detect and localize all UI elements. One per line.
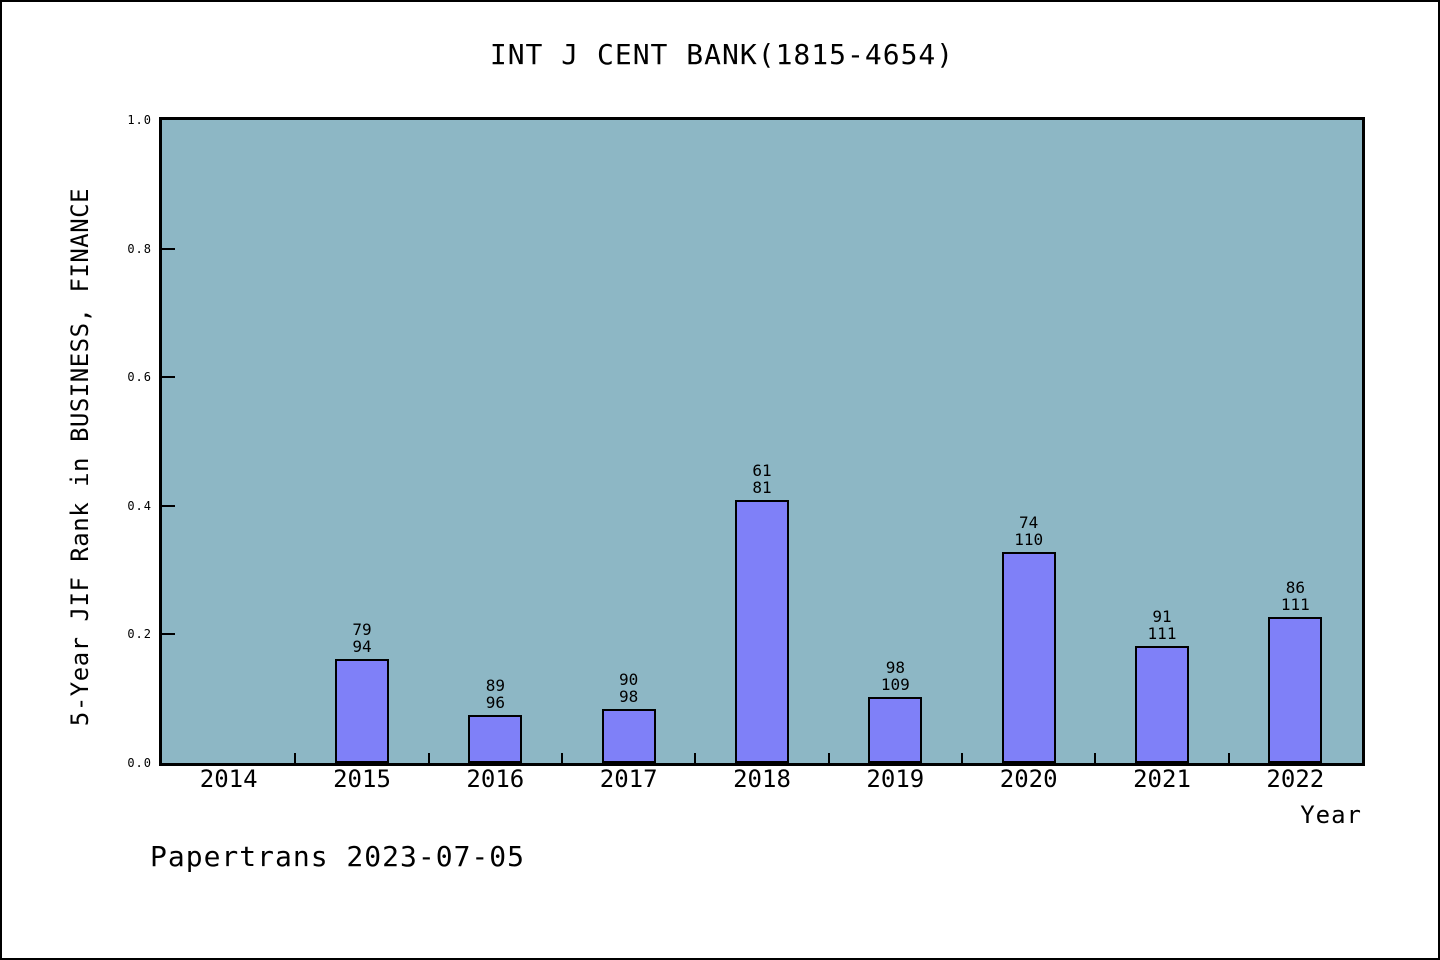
x-axis-label: Year xyxy=(1300,801,1362,829)
y-tick-mark xyxy=(162,376,175,379)
y-tick-label: 0.4 xyxy=(127,498,152,513)
bar-value-label-2016: 89 96 xyxy=(450,677,540,711)
bar-2021 xyxy=(1135,645,1189,763)
x-tick-label-2016: 2016 xyxy=(466,765,525,793)
x-tick-label-2020: 2020 xyxy=(999,765,1058,793)
x-tick-label-2022: 2022 xyxy=(1266,765,1325,793)
x-tick-label-2019: 2019 xyxy=(866,765,925,793)
bar-rank-2019: 98 xyxy=(885,657,905,677)
y-tick-mark xyxy=(162,633,175,636)
x-tick-label-2021: 2021 xyxy=(1133,765,1191,793)
x-tick-mark xyxy=(827,753,830,763)
y-tick-label: 0.8 xyxy=(127,241,152,256)
bar-rank-2017: 90 xyxy=(619,670,639,689)
bar-2015 xyxy=(335,659,389,763)
bar-2022 xyxy=(1268,617,1323,763)
x-tick-mark xyxy=(694,753,697,763)
bar-value-label-2017: 90 98 xyxy=(584,671,674,705)
bar-total-2019: 109 xyxy=(880,674,910,694)
bar-total-2022: 111 xyxy=(1280,595,1310,615)
plot-inner: 79 94 89 96 90 98 61 81 98 109 74 110 91 111 86 111 xyxy=(162,120,1362,763)
x-tick-mark xyxy=(961,753,963,763)
y-axis-label: 5-Year JIF Rank in BUSINESS, FINANCE xyxy=(66,187,94,727)
x-tick-label-2018: 2018 xyxy=(733,765,791,793)
bar-2019 xyxy=(868,696,923,763)
y-tick-mark xyxy=(162,247,175,250)
bar-rank-2022: 86 xyxy=(1285,578,1305,598)
x-tick-labels: 2014 2015 2016 2017 2018 2019 2020 2021 2022 xyxy=(162,765,1362,797)
x-tick-mark xyxy=(1227,753,1230,763)
bar-2017 xyxy=(601,709,656,763)
bar-value-label-2018: 61 81 xyxy=(717,462,807,496)
bar-rank-2020: 74 xyxy=(1019,513,1039,533)
bar-total-2020: 110 xyxy=(1014,530,1044,550)
bar-total-2018: 81 xyxy=(752,478,772,498)
bar-rank-2021: 91 xyxy=(1152,606,1172,626)
bar-value-label-2020: 74 110 xyxy=(984,514,1074,548)
bar-2018 xyxy=(735,500,789,763)
chart-title: INT J CENT BANK(1815-4654) xyxy=(489,38,955,71)
bar-2016 xyxy=(468,714,523,763)
x-tick-mark xyxy=(427,753,430,763)
x-tick-mark xyxy=(561,753,563,763)
plot-area: 79 94 89 96 90 98 61 81 98 109 74 110 91 111 86 111 xyxy=(159,117,1365,766)
bar-rank-2015: 79 xyxy=(352,620,372,640)
bar-rank-2018: 61 xyxy=(752,461,772,481)
y-tick-mark xyxy=(162,504,175,507)
bar-value-label-2021: 91 111 xyxy=(1117,608,1207,642)
y-tick-label: 0.6 xyxy=(127,370,152,385)
y-tick-label: 0.2 xyxy=(127,627,152,642)
x-tick-mark xyxy=(294,753,297,763)
bar-total-2017: 98 xyxy=(619,687,639,706)
bar-value-label-2015: 79 94 xyxy=(317,621,407,655)
bar-total-2015: 94 xyxy=(352,637,372,657)
bar-2020 xyxy=(1001,552,1056,763)
bar-value-label-2022: 86 111 xyxy=(1250,579,1340,613)
bar-value-label-2019: 98 109 xyxy=(850,659,940,693)
x-tick-mark xyxy=(1094,753,1097,763)
bar-rank-2016: 89 xyxy=(485,675,505,695)
y-tick-label: 1.0 xyxy=(127,113,152,127)
bar-total-2021: 111 xyxy=(1147,623,1177,643)
x-tick-label-2015: 2015 xyxy=(333,765,391,793)
footer-watermark: Papertrans 2023-07-05 xyxy=(150,840,526,873)
y-tick-label: 0.0 xyxy=(127,756,152,770)
x-tick-label-2017: 2017 xyxy=(599,765,658,793)
bar-total-2016: 96 xyxy=(485,692,505,712)
x-tick-label-2014: 2014 xyxy=(199,765,258,793)
